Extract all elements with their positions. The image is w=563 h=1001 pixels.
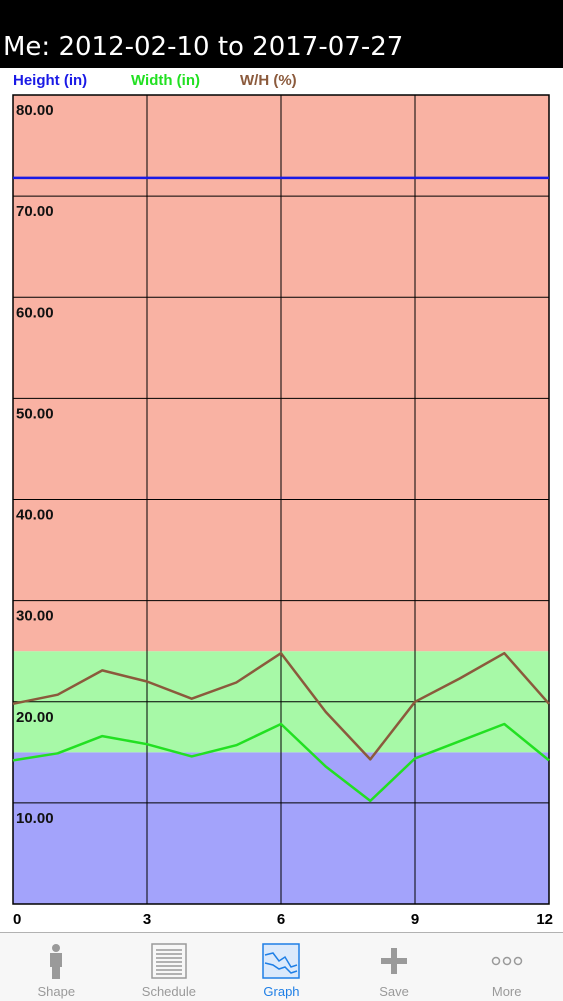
- y-tick-label: 10.00: [16, 810, 54, 827]
- x-tick-label: 12: [536, 911, 553, 928]
- legend-height: Height (in): [13, 72, 88, 89]
- y-tick-label: 20.00: [16, 709, 54, 726]
- tab-label: Schedule: [141, 984, 196, 999]
- tab-label: Save: [379, 984, 409, 999]
- tab-label: Graph: [263, 984, 300, 999]
- y-tick-label: 50.00: [16, 405, 54, 422]
- more-dots-icon: [491, 956, 522, 966]
- y-tick-label: 40.00: [16, 507, 54, 524]
- legend-width: Width (in): [131, 72, 201, 89]
- plot-frame: [12, 94, 550, 905]
- line-chart: 10.00 20.00 30.00 40.00 50.00 60.00 70.00 80.00…: [12, 94, 553, 928]
- tab-save[interactable]: Save: [338, 933, 451, 1001]
- tab-graph[interactable]: Graph: [225, 933, 338, 1001]
- graph-icon: [262, 943, 301, 979]
- person-silhouette-icon: [50, 944, 63, 979]
- x-tick-label: 0: [13, 911, 21, 928]
- y-tick-label: 70.00: [16, 203, 54, 220]
- tab-label: Shape: [37, 984, 76, 999]
- series-line-2: [12, 651, 550, 761]
- tab-more[interactable]: More: [450, 933, 563, 1001]
- y-tick-label: 80.00: [16, 102, 54, 119]
- tab-label: More: [491, 984, 522, 999]
- legend-ratio: W/H (%): [240, 72, 297, 89]
- tab-bar: Shape Schedule Graph Save: [0, 932, 563, 1001]
- schedule-list-icon: [151, 943, 187, 979]
- tab-shape[interactable]: Shape: [0, 933, 113, 1001]
- x-tick-label: 3: [143, 911, 151, 928]
- page-title: Me: 2012-02-10 to 2017-07-27: [3, 32, 404, 62]
- tab-schedule[interactable]: Schedule: [113, 933, 226, 1001]
- x-tick-label: 9: [411, 911, 419, 928]
- x-tick-label: 6: [277, 911, 285, 928]
- y-tick-label: 30.00: [16, 608, 54, 625]
- series-line-1: [12, 722, 550, 803]
- plus-icon: [381, 948, 408, 974]
- app-header: Me: 2012-02-10 to 2017-07-27: [0, 0, 563, 68]
- y-tick-label: 60.00: [16, 304, 54, 321]
